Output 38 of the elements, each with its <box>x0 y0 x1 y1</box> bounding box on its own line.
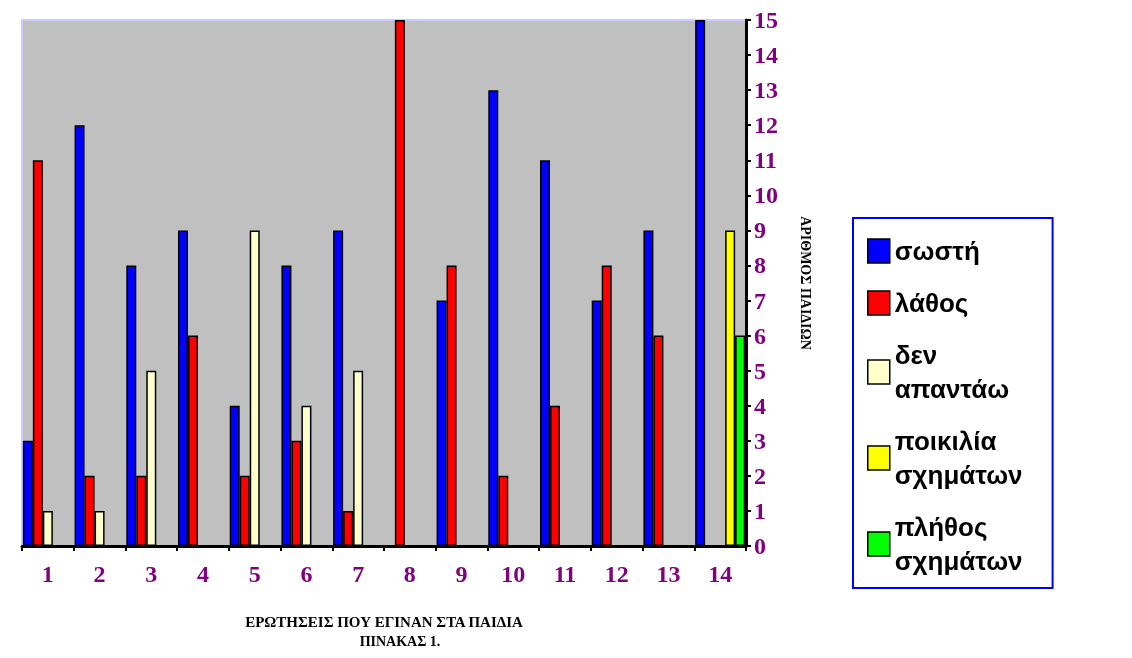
x-tick-label: 1 <box>41 561 54 587</box>
y-tick-label: 12 <box>754 112 778 139</box>
y-tick-label: 6 <box>754 322 766 349</box>
x-tick-label: 5 <box>248 561 261 587</box>
x-tick-label: 12 <box>604 561 629 587</box>
y-tick-label: 4 <box>754 392 766 419</box>
legend-label: λάθος <box>894 288 969 318</box>
y-tick-label: 3 <box>754 427 766 454</box>
y-axis-title: ΑΡΙΘΜΟΣ ΠΑΙΔΙΩΝ <box>797 216 813 350</box>
x-tick-label: 8 <box>403 561 416 587</box>
y-tick-label: 1 <box>754 497 766 524</box>
y-tick-label: 14 <box>754 42 778 69</box>
y-tick-label: 0 <box>754 533 766 559</box>
x-tick-label: 11 <box>553 561 577 587</box>
x-tick-label: 2 <box>93 561 106 587</box>
y-tick-label: 8 <box>754 252 766 279</box>
x-tick-label: 9 <box>455 561 468 587</box>
y-tick-label: 10 <box>754 182 778 209</box>
x-tick-label: 14 <box>708 561 733 587</box>
x-tick-label: 6 <box>300 561 313 587</box>
y-tick-label: 13 <box>754 77 778 104</box>
y-tick-label: 5 <box>754 357 766 384</box>
x-tick-label: 3 <box>145 561 158 587</box>
x-tick-label: 13 <box>656 561 681 587</box>
y-tick-label: 15 <box>754 7 778 33</box>
legend-label: δεν απαντάω <box>894 340 1010 404</box>
legend-label: σωστή <box>894 236 980 266</box>
x-axis-title: ΕΡΩΤΗΣΕΙΣ ΠΟΥ ΕΓΙΝΑΝ ΣΤΑ ΠΑΙΔΙΑ <box>245 613 524 630</box>
x-tick-label: 10 <box>501 561 526 587</box>
y-tick-label: 7 <box>754 287 766 314</box>
y-tick-label: 11 <box>754 147 777 174</box>
text: ΠΙΝΑΚΑΣ 1. <box>359 633 441 649</box>
y-tick-label: 9 <box>754 217 766 244</box>
legend-label: ποικιλία σχημάτων <box>894 426 1023 490</box>
x-tick-label: 7 <box>352 561 365 587</box>
y-tick-label: 2 <box>754 462 766 489</box>
legend-label: πλήθος σχημάτων <box>894 512 1023 576</box>
x-tick-label: 4 <box>197 561 209 587</box>
